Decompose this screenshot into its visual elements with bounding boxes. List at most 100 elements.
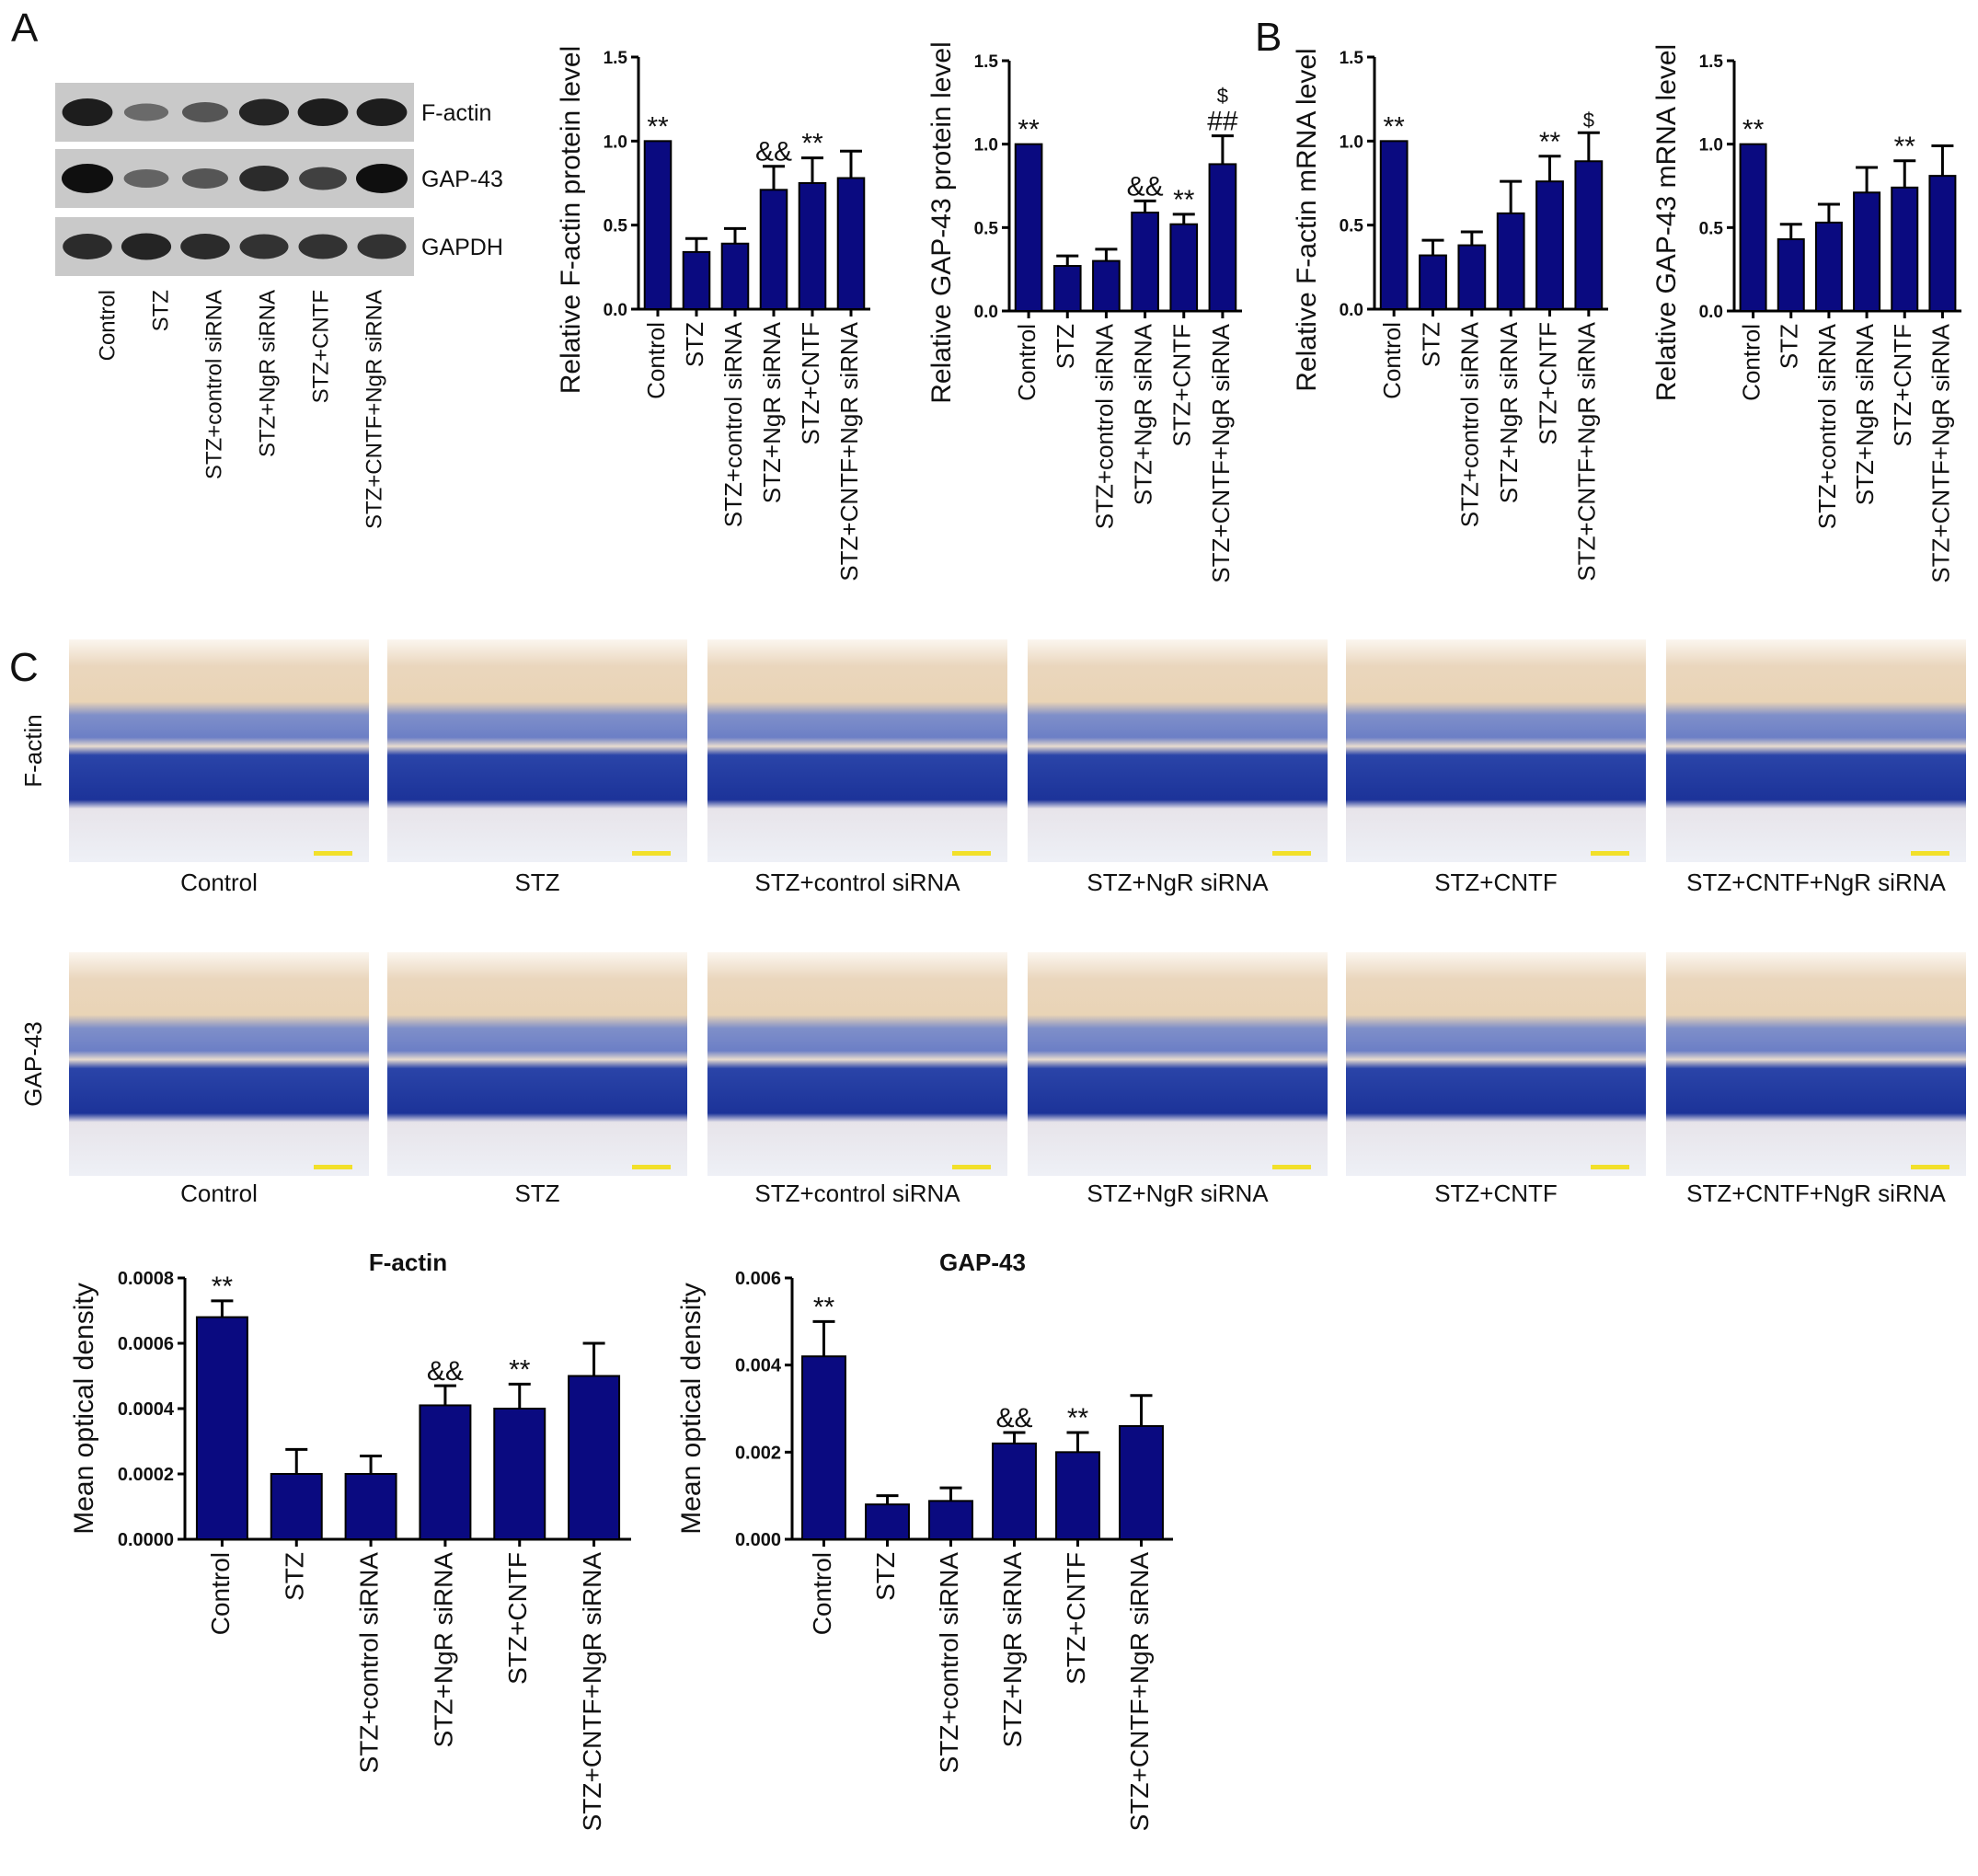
group-label: STZ+control siRNA: [935, 1552, 963, 1774]
bar-chart-6: 0.000 0.002 0.004 0.006 Mean optical density…: [676, 1249, 1173, 1550]
histology-row-label: GAP-43: [19, 1021, 47, 1107]
group-label: STZ+CNTF+NgR siRNA: [835, 321, 863, 581]
image-caption: STZ+CNTF: [1434, 1180, 1558, 1207]
significance-marker: **: [1894, 132, 1916, 162]
bar: [344, 1473, 397, 1540]
bar: [1891, 186, 1919, 312]
blot-band: [63, 234, 112, 259]
blot-band: [238, 98, 290, 126]
bar: [643, 140, 673, 310]
blot-band: [182, 102, 228, 122]
group-label: STZ: [1776, 324, 1803, 369]
group-label: Control: [206, 1552, 235, 1635]
group-label: STZ+NgR siRNA: [1495, 321, 1523, 503]
bar: [1092, 259, 1121, 313]
y-axis-label: Relative F-actin mRNA level: [1292, 48, 1322, 391]
blot-band: [357, 234, 407, 259]
bar: [1814, 221, 1843, 312]
blot-membrane: [55, 217, 414, 276]
bar: [270, 1473, 323, 1540]
blot-band: [62, 164, 113, 193]
significance-marker: **: [509, 1354, 531, 1385]
bar: [865, 1503, 910, 1540]
y-tick-label: 0.5: [974, 219, 999, 238]
bar: [1928, 175, 1957, 312]
group-label: STZ+CNTF+NgR siRNA: [1926, 323, 1954, 582]
group-label: STZ: [1417, 322, 1444, 367]
image-caption: STZ+control siRNA: [754, 869, 960, 896]
y-tick-label: 1.0: [1340, 132, 1363, 152]
bar: [1208, 163, 1237, 312]
retina-section: [69, 952, 369, 1176]
retina-image: [1346, 952, 1646, 1176]
chart-title: GAP-43: [939, 1249, 1026, 1276]
bar: [1853, 191, 1881, 312]
histology-row-label: F-actin: [19, 714, 47, 787]
retina-image: [1028, 639, 1328, 862]
blot-band: [356, 98, 408, 126]
group-label: Control: [1737, 324, 1765, 401]
image-caption: STZ+CNTF+NgR siRNA: [1686, 1180, 1946, 1207]
significance-marker: **: [801, 129, 823, 159]
retina-image: [707, 952, 1007, 1176]
group-label: STZ+CNTF: [1168, 324, 1196, 447]
group-label: STZ+CNTF: [797, 322, 824, 445]
bar: [1055, 1451, 1100, 1541]
y-axis-label: Relative F-actin protein level: [556, 46, 586, 395]
image-caption: STZ+control siRNA: [754, 1180, 960, 1207]
y-tick-label: 0.0006: [118, 1334, 174, 1354]
group-label: STZ: [871, 1552, 900, 1601]
significance-marker: &&: [755, 137, 792, 167]
blot-band: [239, 234, 289, 259]
group-label: STZ+NgR siRNA: [429, 1552, 457, 1748]
scale-bar: [1591, 851, 1629, 856]
bar: [1379, 140, 1409, 310]
bar: [1457, 244, 1487, 310]
bar: [568, 1375, 621, 1540]
group-label: STZ+CNTF+NgR siRNA: [1573, 321, 1601, 581]
retina-image: [387, 952, 687, 1176]
bar: [1419, 254, 1447, 310]
y-tick-label: 0.0000: [118, 1530, 174, 1550]
blot-row-label: GAP-43: [421, 167, 503, 192]
group-label: Control: [95, 290, 120, 361]
blot-membrane: [55, 83, 414, 142]
panel-label: B: [1255, 15, 1282, 60]
blot-row-label: GAPDH: [421, 235, 503, 260]
group-label: STZ+NgR siRNA: [1851, 323, 1879, 505]
retina-section: [1666, 639, 1966, 862]
group-label: STZ+CNTF: [1889, 324, 1916, 447]
retina-section: [387, 639, 687, 862]
y-tick-label: 0.002: [735, 1443, 781, 1463]
scale-bar: [632, 851, 671, 856]
image-caption: STZ+CNTF+NgR siRNA: [1686, 869, 1946, 896]
bar: [798, 182, 827, 310]
y-tick-label: 0.5: [1699, 219, 1724, 238]
significance-marker: $: [1217, 85, 1228, 108]
significance-marker: **: [1067, 1403, 1089, 1433]
retina-section: [707, 952, 1007, 1176]
y-tick-label: 0.0: [1699, 303, 1723, 322]
group-label: STZ+CNTF+NgR siRNA: [578, 1552, 606, 1832]
significance-marker: **: [813, 1292, 835, 1322]
y-tick-label: 1.0: [1699, 136, 1723, 155]
bar: [1169, 223, 1199, 312]
retina-image: [69, 952, 369, 1176]
scale-bar: [1272, 1165, 1311, 1169]
scale-bar: [632, 1165, 671, 1169]
blot-membrane: [55, 149, 414, 208]
bar: [493, 1408, 546, 1540]
significance-marker: ##: [1207, 107, 1238, 137]
blot-band: [298, 234, 348, 259]
bar-chart-1: 0.0 0.5 1.0 1.5 Relative F-actin protein lev…: [556, 46, 870, 395]
significance-marker: **: [647, 111, 669, 142]
bar: [992, 1442, 1037, 1541]
blot-band: [123, 169, 169, 188]
bar: [1014, 143, 1043, 312]
blot-row-gapdh: GAPDH: [55, 217, 503, 276]
significance-marker: **: [212, 1272, 234, 1302]
group-label: Control: [642, 322, 670, 399]
y-tick-label: 0.0004: [118, 1399, 175, 1420]
group-label: STZ+CNTF: [1062, 1552, 1090, 1685]
group-label: STZ+CNTF+NgR siRNA: [1125, 1552, 1154, 1832]
